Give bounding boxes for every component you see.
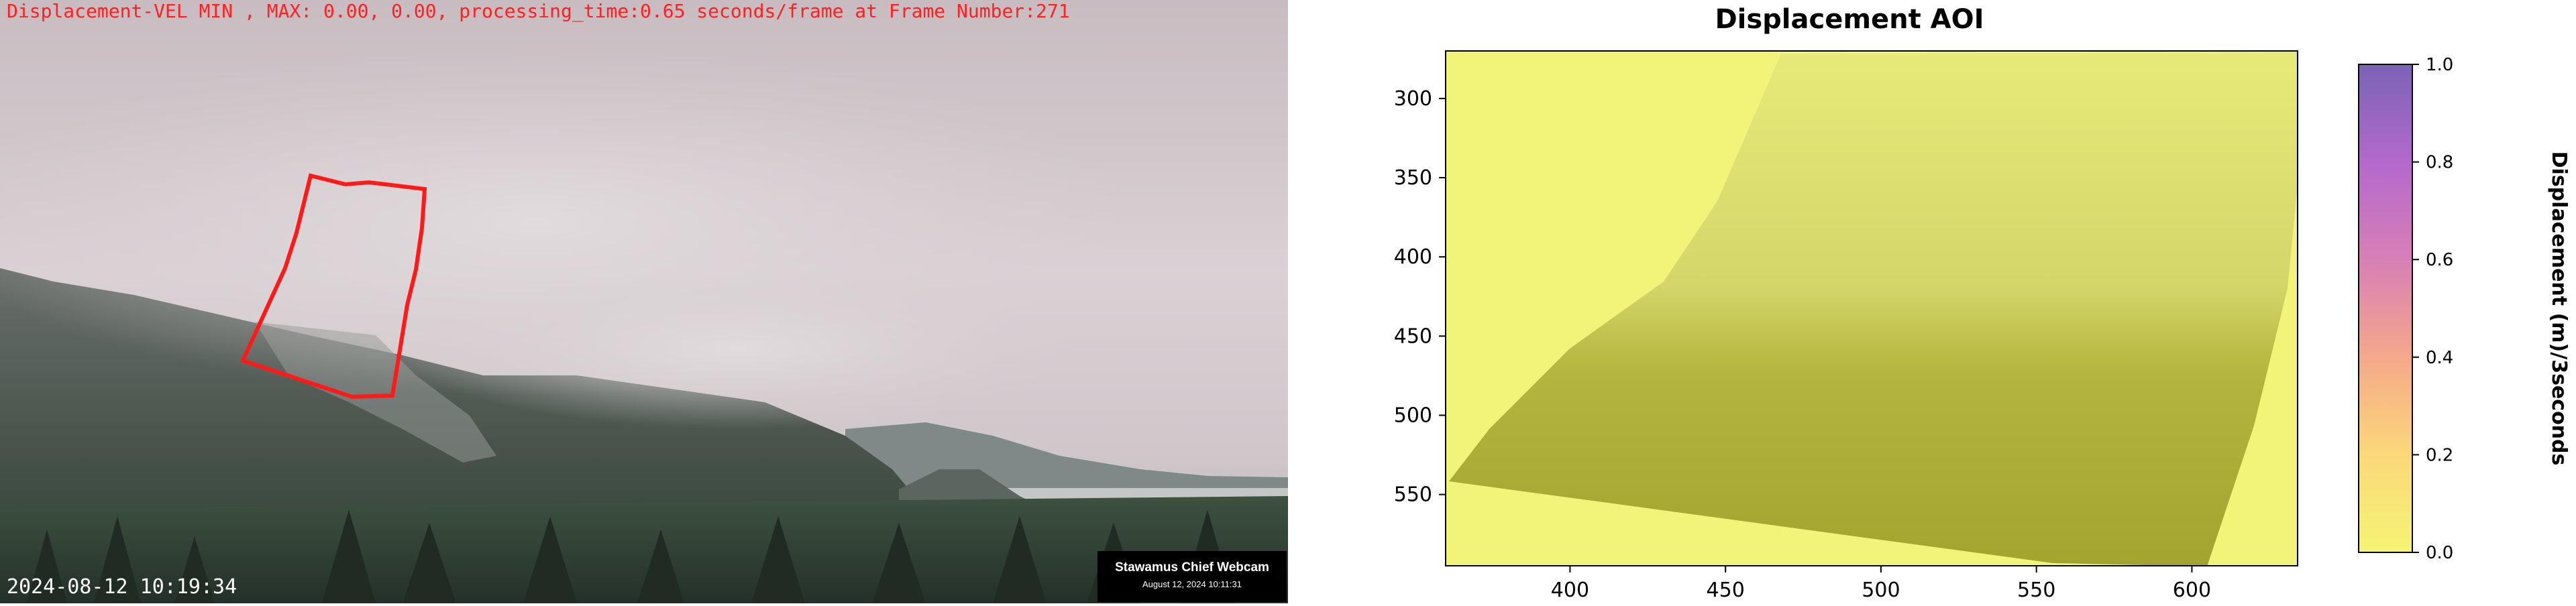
y-tick-label-3: 450 — [1394, 324, 1432, 348]
frame-timestamp: 2024-08-12 10:19:34 — [7, 575, 237, 599]
y-tick-label-1: 350 — [1394, 166, 1432, 190]
colorbar — [2358, 64, 2413, 553]
plot-title: Displacement AOI — [1715, 4, 1984, 35]
x-tick-label-2: 500 — [1862, 579, 1900, 602]
x-tick-label-4: 600 — [2173, 579, 2211, 602]
x-tick-label-1: 450 — [1707, 579, 1745, 602]
x-tick-label-3: 550 — [2017, 579, 2055, 602]
y-tick-label-2: 400 — [1394, 245, 1432, 269]
colorbar-tick-label-4: 0.8 — [2426, 153, 2453, 173]
colorbar-tick-label-0: 0.0 — [2426, 543, 2453, 563]
y-axis: 300 350 400 450 500 550 — [1394, 87, 1446, 507]
plot-svg: Displacement AOI 400 450 500 550 600 300 350 4… — [1394, 4, 2571, 602]
displacement-plot: Displacement AOI 400 450 500 550 600 300 350 4… — [1288, 0, 2576, 603]
aoi-polygon[interactable] — [239, 173, 427, 400]
cloud-low — [402, 268, 1073, 429]
watermark-title: Stawamus Chief Webcam — [1115, 560, 1269, 574]
y-tick-label-5: 550 — [1394, 483, 1432, 507]
overlay-status-text: Displacement-VEL MIN , MAX: 0.00, 0.00, … — [7, 0, 1070, 22]
displacement-region — [1449, 52, 2298, 566]
colorbar-tick-label-3: 0.6 — [2426, 250, 2453, 270]
webcam-image — [0, 0, 1288, 603]
y-tick-label-4: 500 — [1394, 404, 1432, 428]
watermark-date: August 12, 2024 10:11:31 — [1142, 579, 1242, 589]
colorbar-tick-label-1: 0.2 — [2426, 445, 2453, 465]
y-tick-label-0: 300 — [1394, 87, 1432, 111]
forest — [0, 496, 1288, 603]
webcam-watermark: Stawamus Chief Webcam August 12, 2024 10… — [1097, 551, 1287, 602]
colorbar-label: Displacement (m)/3seconds — [2547, 152, 2571, 466]
webcam-frame: Displacement-VEL MIN , MAX: 0.00, 0.00, … — [0, 0, 1288, 603]
x-tick-label-0: 400 — [1551, 579, 1589, 602]
x-axis: 400 450 500 550 600 — [1551, 566, 2211, 602]
plot-frame — [1445, 50, 2298, 566]
colorbar-tick-label-2: 0.4 — [2426, 348, 2453, 368]
colorbar-ticks: 0.0 0.2 0.4 0.6 0.8 1.0 — [2412, 55, 2453, 563]
colorbar-tick-label-5: 1.0 — [2426, 55, 2453, 75]
